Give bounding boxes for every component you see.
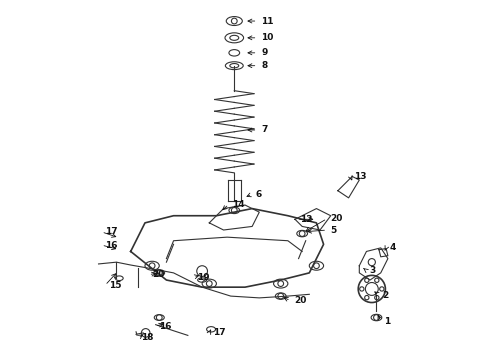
Text: 8: 8	[261, 61, 268, 70]
Text: 6: 6	[256, 190, 262, 199]
Text: 17: 17	[213, 328, 225, 337]
Text: 4: 4	[390, 243, 396, 252]
Text: 11: 11	[261, 17, 273, 26]
Text: 16: 16	[105, 240, 118, 249]
Text: 2: 2	[383, 291, 389, 300]
Text: 12: 12	[300, 215, 313, 224]
Text: 19: 19	[197, 273, 209, 282]
Text: 20: 20	[152, 270, 165, 279]
Text: 10: 10	[261, 33, 273, 42]
Text: 3: 3	[369, 266, 375, 275]
Text: 20: 20	[331, 214, 343, 223]
Text: 5: 5	[331, 225, 337, 234]
Text: 7: 7	[261, 126, 268, 135]
Text: 1: 1	[384, 316, 391, 325]
Text: 17: 17	[105, 227, 118, 236]
Text: 14: 14	[232, 200, 245, 209]
Text: 9: 9	[261, 48, 268, 57]
Text: 18: 18	[142, 333, 154, 342]
Text: 15: 15	[109, 281, 121, 290]
Text: 13: 13	[354, 172, 367, 181]
Text: 16: 16	[159, 322, 171, 331]
Text: 20: 20	[294, 296, 307, 305]
